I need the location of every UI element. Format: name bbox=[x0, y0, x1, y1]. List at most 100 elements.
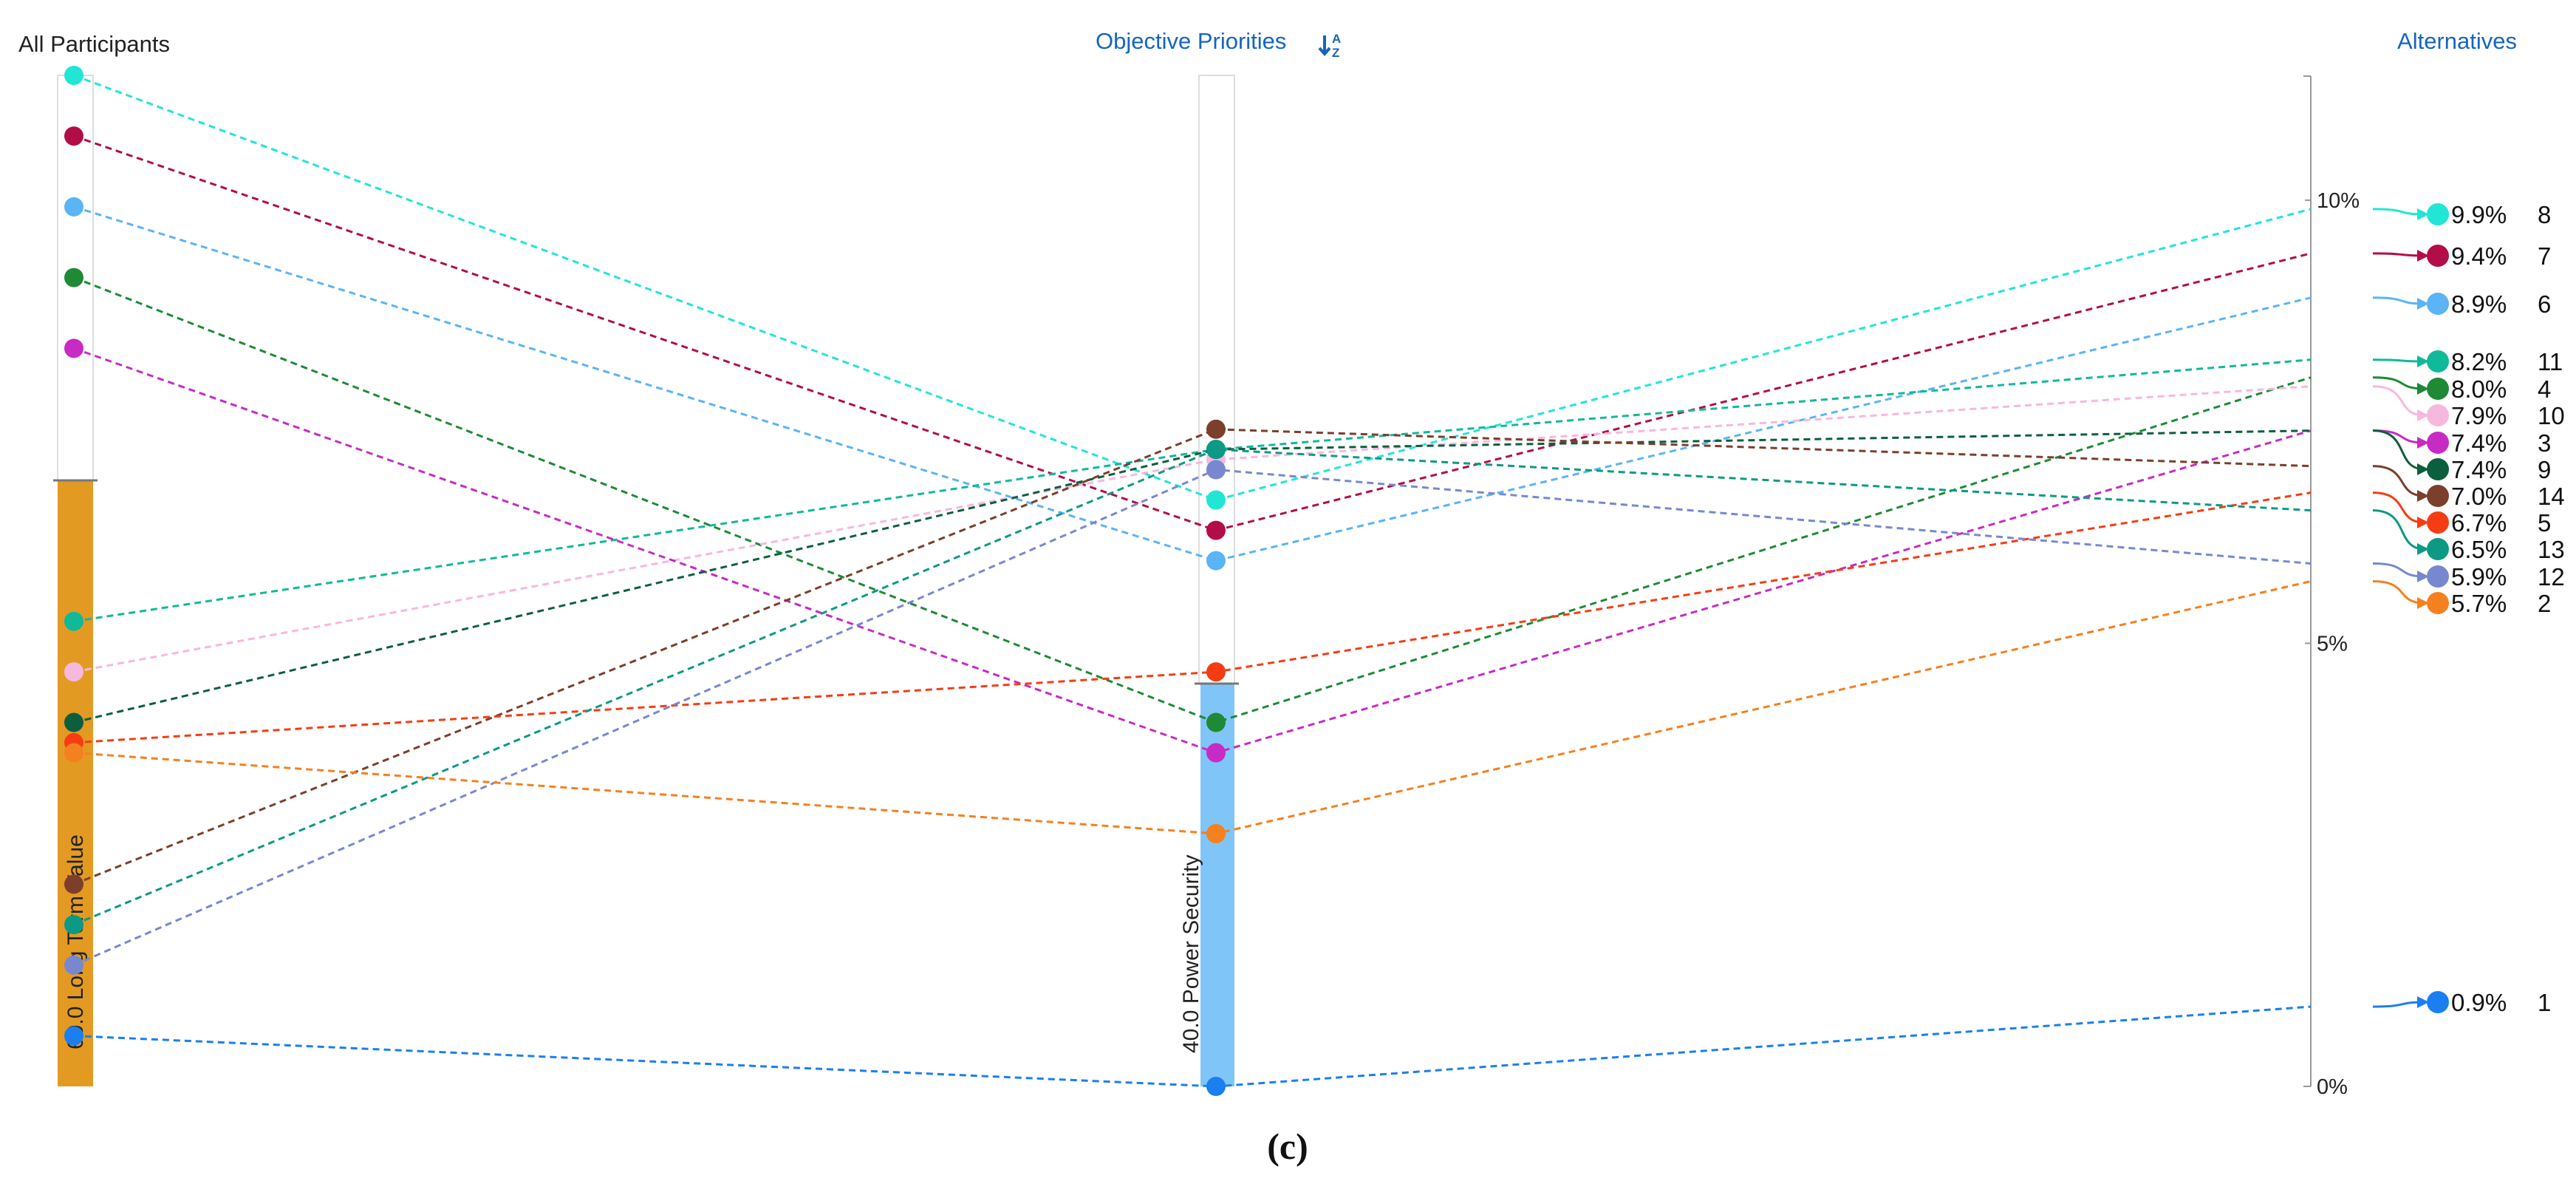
alternative-pct-11: 8.2% bbox=[2451, 348, 2507, 375]
alternative-id-10: 10 bbox=[2538, 402, 2565, 429]
point-long-term-13[interactable] bbox=[64, 915, 83, 935]
alternative-line-14 bbox=[73, 428, 2312, 885]
axis-tick-label: 0% bbox=[2317, 1075, 2348, 1099]
connector-arrow-14 bbox=[2417, 490, 2429, 502]
connector-9 bbox=[2372, 429, 2425, 471]
alternative-id-5: 5 bbox=[2538, 509, 2551, 537]
alternative-pct-12: 5.9% bbox=[2451, 563, 2507, 591]
point-power-security-12[interactable] bbox=[1206, 460, 1226, 480]
sort-icon[interactable]: A Z bbox=[1318, 32, 1341, 60]
header-alternatives: Alternatives bbox=[2397, 28, 2517, 54]
alternative-id-7: 7 bbox=[2538, 242, 2551, 270]
point-power-security-2[interactable] bbox=[1206, 824, 1226, 843]
alternative-id-9: 9 bbox=[2538, 456, 2551, 483]
alternative-id-13: 13 bbox=[2538, 536, 2565, 563]
alternative-line-2 bbox=[73, 580, 2312, 835]
point-power-security-1[interactable] bbox=[1206, 1077, 1226, 1096]
connector-arrow-8 bbox=[2417, 208, 2429, 220]
point-power-security-8[interactable] bbox=[1206, 490, 1226, 510]
alternative-id-11: 11 bbox=[2538, 348, 2563, 375]
point-power-security-14[interactable] bbox=[1206, 419, 1226, 439]
alternative-id-12: 12 bbox=[2538, 563, 2565, 591]
alternative-marker-5[interactable] bbox=[2427, 511, 2449, 534]
point-power-security-6[interactable] bbox=[1206, 551, 1226, 571]
alternative-marker-2[interactable] bbox=[2427, 592, 2449, 614]
connector-5 bbox=[2372, 491, 2425, 524]
point-long-term-2[interactable] bbox=[64, 743, 83, 763]
alternative-pct-14: 7.0% bbox=[2451, 483, 2507, 510]
connector-6 bbox=[2372, 296, 2425, 305]
alternative-pct-3: 7.4% bbox=[2451, 429, 2507, 457]
axis-tick-label: 10% bbox=[2317, 189, 2360, 213]
point-long-term-3[interactable] bbox=[64, 338, 83, 358]
point-long-term-9[interactable] bbox=[64, 712, 83, 732]
alternative-line-9 bbox=[73, 429, 2312, 724]
alternative-marker-7[interactable] bbox=[2427, 245, 2449, 267]
connector-1 bbox=[2372, 1001, 2425, 1008]
point-power-security-4[interactable] bbox=[1206, 712, 1226, 732]
alternative-marker-3[interactable] bbox=[2427, 432, 2449, 454]
power-security-label: 40.0 Power Security bbox=[1179, 855, 1203, 1053]
alternative-line-5 bbox=[73, 491, 2312, 744]
point-power-security-3[interactable] bbox=[1206, 743, 1226, 763]
alternative-line-10 bbox=[73, 385, 2312, 673]
connector-arrow-3 bbox=[2417, 437, 2429, 449]
alternative-pct-9: 7.4% bbox=[2451, 456, 2507, 483]
alternative-marker-12[interactable] bbox=[2427, 565, 2449, 588]
alternative-marker-8[interactable] bbox=[2427, 203, 2449, 225]
alternative-id-14: 14 bbox=[2538, 483, 2565, 510]
point-long-term-8[interactable] bbox=[64, 66, 83, 85]
power-axis-track bbox=[1198, 75, 1235, 684]
header-all-participants: All Participants bbox=[18, 31, 170, 57]
alternative-pct-6: 8.9% bbox=[2451, 290, 2507, 318]
alternative-id-2: 2 bbox=[2538, 590, 2551, 617]
alternative-pct-2: 5.7% bbox=[2451, 590, 2507, 617]
long-term-value-label: 60.0 Long Term Value bbox=[64, 834, 88, 1049]
alternative-line-6 bbox=[73, 205, 2312, 562]
connector-12 bbox=[2372, 562, 2425, 578]
alternative-marker-6[interactable] bbox=[2427, 293, 2449, 315]
point-long-term-11[interactable] bbox=[64, 611, 83, 631]
alternative-pct-13: 6.5% bbox=[2451, 536, 2507, 563]
alternative-marker-11[interactable] bbox=[2427, 350, 2449, 372]
point-power-security-7[interactable] bbox=[1206, 520, 1226, 540]
alternative-pct-8: 9.9% bbox=[2451, 201, 2507, 228]
point-long-term-10[interactable] bbox=[64, 662, 83, 682]
connector-arrow-1 bbox=[2417, 996, 2429, 1008]
alternative-id-6: 6 bbox=[2538, 290, 2551, 318]
axis-tick-label: 5% bbox=[2317, 632, 2348, 656]
svg-text:Z: Z bbox=[1332, 46, 1339, 60]
connector-arrow-10 bbox=[2417, 409, 2429, 421]
connector-arrow-2 bbox=[2417, 597, 2429, 609]
alternative-marker-13[interactable] bbox=[2427, 538, 2449, 560]
connector-14 bbox=[2372, 465, 2425, 497]
point-power-security-5[interactable] bbox=[1206, 662, 1226, 682]
alternative-marker-4[interactable] bbox=[2427, 378, 2449, 400]
connector-arrow-6 bbox=[2417, 298, 2429, 310]
svg-text:A: A bbox=[1332, 32, 1341, 46]
point-long-term-14[interactable] bbox=[64, 874, 83, 894]
point-long-term-7[interactable] bbox=[64, 126, 83, 146]
alternative-points bbox=[64, 66, 1226, 1096]
alternative-marker-10[interactable] bbox=[2427, 404, 2449, 426]
alternative-marker-1[interactable] bbox=[2427, 991, 2449, 1013]
point-long-term-4[interactable] bbox=[64, 268, 83, 287]
connector-11 bbox=[2372, 358, 2425, 363]
point-power-security-13[interactable] bbox=[1206, 440, 1226, 460]
alternative-pct-5: 6.7% bbox=[2451, 509, 2507, 537]
point-long-term-6[interactable] bbox=[64, 197, 83, 217]
figure-caption: (c) bbox=[1267, 1126, 1308, 1167]
connector-arrow-4 bbox=[2417, 383, 2429, 395]
alternative-id-1: 1 bbox=[2538, 989, 2551, 1016]
alternative-id-4: 4 bbox=[2538, 375, 2551, 403]
header-objective-priorities[interactable]: Objective Priorities bbox=[1096, 28, 1286, 54]
alternative-marker-14[interactable] bbox=[2427, 485, 2449, 507]
alternative-marker-9[interactable] bbox=[2427, 458, 2449, 480]
alternative-line-4 bbox=[73, 276, 2312, 724]
point-long-term-1[interactable] bbox=[64, 1026, 83, 1046]
connector-10 bbox=[2372, 385, 2425, 417]
point-long-term-12[interactable] bbox=[64, 955, 83, 975]
connector-7 bbox=[2372, 252, 2425, 257]
connector-8 bbox=[2372, 208, 2425, 216]
